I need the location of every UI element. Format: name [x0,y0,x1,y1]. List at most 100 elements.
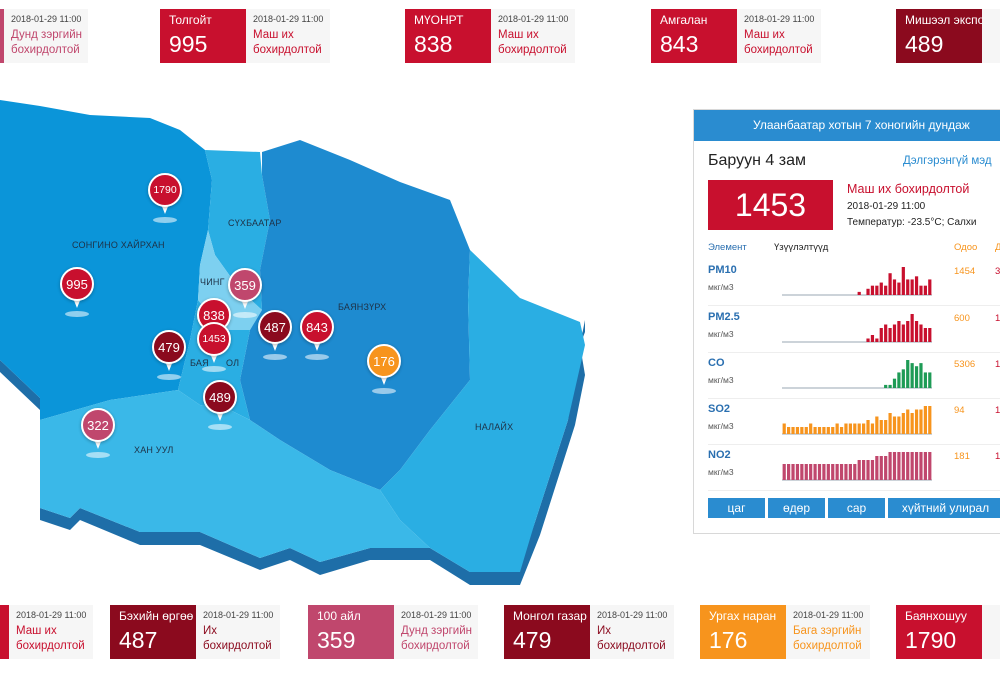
sparkline-bar [826,427,830,434]
station-name: Мишээл экспо [905,13,982,27]
marker-tail [210,353,218,363]
map-marker[interactable]: 843 [300,310,334,360]
bottom-station-card[interactable]: Баянхошуу 1790 [896,605,1000,659]
map-marker[interactable]: 176 [367,344,401,394]
period-tab[interactable]: цаг [708,498,765,518]
bottom-station-card[interactable]: 2018-01-29 11:00 Маш их бохирдолтой [0,605,93,659]
sparkline-bar [901,324,905,342]
station-status: Дунд зэргийн бохирдолтой [11,29,82,56]
top-station-card[interactable]: МҮОНРТ 838 2018-01-29 11:00 Маш их бохирдол… [405,9,575,63]
sparkline-bar [875,456,879,480]
district-nalaikh[interactable] [380,250,585,572]
bottom-station-card[interactable]: Ургах наран 176 2018-01-29 11:00 Бага зэрги… [700,605,870,659]
marker-shadow [233,312,257,318]
sparkline-bar [888,273,892,295]
station-status: Маш их бохирдолтой [744,29,813,56]
sparkline-bar [897,452,901,480]
district-label-nalaikh: НАЛАЙХ [475,422,514,432]
marker-value: 489 [203,380,237,414]
pollutant-now: 600 [954,313,970,324]
details-link[interactable]: Дэлгэрэнгүй мэд [903,155,992,167]
sparkline-bar [870,285,875,295]
sparkline-bar [782,464,786,480]
bottom-station-card[interactable]: 100 айл 359 2018-01-29 11:00 Дунд зэргийн б… [308,605,478,659]
map-marker[interactable]: 1453 [197,322,231,372]
map-marker[interactable]: 995 [60,267,94,317]
sparkline-bar [928,406,932,434]
period-tab[interactable]: өдөр [768,498,825,518]
marker-value: 322 [81,408,115,442]
district-khan-uul[interactable] [40,390,430,562]
sparkline-bar [901,369,905,388]
sparkline-bar [914,409,919,434]
sparkline-bar [888,384,892,388]
sparkline-bar [923,372,927,388]
sparkline-bar [835,464,839,480]
pollutant-row[interactable]: NO2 мкг/м3 181 1 [708,445,1000,491]
station-aqi-value: 843 [660,31,699,57]
pollutant-row[interactable]: SO2 мкг/м3 94 1 [708,399,1000,445]
district-label-khan-uul: ХАН УУЛ [134,445,174,455]
marker-tail [241,299,249,309]
sparkline-bar [914,276,919,295]
pollutant-row[interactable]: CO мкг/м3 5306 1 [708,353,1000,399]
station-name: 100 айл [317,609,361,623]
pollutant-row[interactable]: PM10 мкг/м3 1454 3 [708,260,1000,306]
map-marker[interactable]: 489 [203,380,237,430]
pollutant-name: SO2 [708,403,731,415]
station-status: Их бохирдолтой [597,625,666,652]
station-timestamp: 2018-01-29 11:00 [401,610,472,620]
sparkline-bar [817,464,822,480]
station-info: 2018-01-29 11:00 Дунд зэргийн бохирдолтой [4,9,88,63]
period-tabs: цаг өдөр сар хүйтний улирал [708,498,1000,518]
sparkline-bar [910,452,914,480]
sparkline-bar [879,420,883,434]
map-marker[interactable]: 322 [81,408,115,458]
marker-value: 995 [60,267,94,301]
station-status: Маш их бохирдолтой [498,29,567,56]
col-element: Элемент [708,242,747,253]
pollutant-extra: 3 [995,266,1000,277]
sparkline-bar [923,328,927,342]
sparkline-bar [839,464,844,480]
station-timestamp: 2018-01-29 11:00 [597,610,668,620]
sparkline-bar [923,285,927,295]
sparkline-bar [839,427,844,434]
map-marker[interactable]: 1790 [148,173,182,223]
map-marker[interactable]: 359 [228,268,262,318]
sparkline-bar [782,423,786,434]
sparkline-bar [857,460,861,480]
marker-shadow [153,217,177,223]
sparkline-bar [901,413,905,434]
top-station-card[interactable]: Мишээл экспо 489 [896,9,1000,63]
district-label-chingeltei: ЧИНГ [200,277,225,287]
top-station-card[interactable]: Амгалан 843 2018-01-29 11:00 Маш их бохирдо… [651,9,821,63]
period-tab[interactable]: сар [828,498,885,518]
marker-shadow [86,452,110,458]
marker-shadow [157,374,181,380]
sparkline-bar [919,452,923,480]
bottom-station-card[interactable]: Бэхийн өргөө 487 2018-01-29 11:00 Их бохирд… [110,605,280,659]
bottom-station-card[interactable]: Монгол газар 479 2018-01-29 11:00 Их бохирд… [504,605,674,659]
period-tab[interactable]: хүйтний улирал [888,498,1000,518]
station-info: 2018-01-29 11:00 Их бохирдолтой [196,605,280,659]
district-bayanzurkh[interactable] [240,140,470,490]
sparkline-bar [897,416,901,434]
sparkline-bar [870,460,875,480]
map-marker[interactable]: 479 [152,330,186,380]
pollutant-row[interactable]: PM2.5 мкг/м3 600 1 [708,307,1000,353]
sparkline-bar [892,324,897,342]
top-station-card[interactable]: 2018-01-29 11:00 Дунд зэргийн бохирдолтой [0,9,88,63]
station-info: 2018-01-29 11:00 Маш их бохирдолтой [491,9,575,63]
sparkline-bar [809,464,813,480]
marker-shadow [65,311,89,317]
sparkline-bar [817,427,822,434]
col-indicators: Үзүүлэлтүүд [774,242,829,253]
top-station-card[interactable]: Толгойт 995 2018-01-29 11:00 Маш их бохирдо… [160,9,330,63]
station-aqi-value: 838 [414,31,453,57]
station-name: Толгойт [169,13,212,27]
station-name: Ургах наран [709,609,777,623]
sparkline-bar [875,416,879,434]
marker-tail [380,375,388,385]
map-marker[interactable]: 487 [258,310,292,360]
